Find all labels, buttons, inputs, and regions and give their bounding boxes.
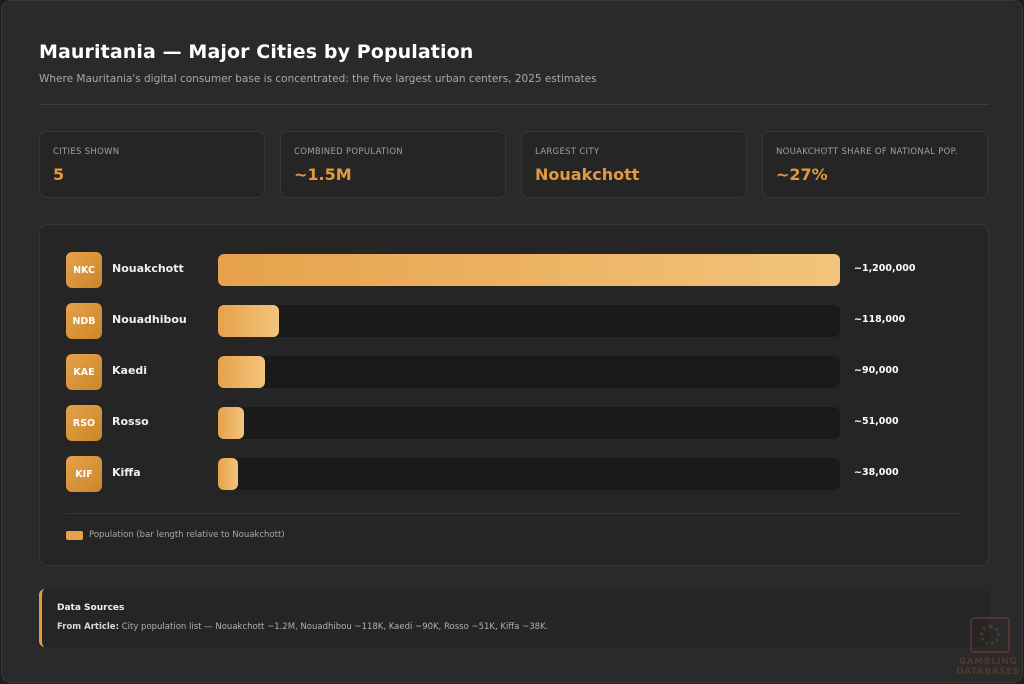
city-code-badge: KIF [66, 456, 102, 492]
sources-title: Data Sources [57, 603, 125, 613]
data-label: ~38,000 [854, 467, 899, 478]
stat-value: 5 [53, 165, 65, 184]
category-label: Nouakchott [112, 262, 184, 275]
header-divider [39, 104, 989, 105]
data-label: ~51,000 [854, 416, 899, 427]
bar [218, 407, 244, 439]
watermark-text: GAMBLING DATABASES [952, 657, 1024, 677]
watermark-line2: DATABASES [956, 667, 1020, 677]
stat-card-combined-population: Combined Population ~1.5M [280, 131, 506, 198]
stat-card-cities-shown: Cities Shown 5 [39, 131, 265, 198]
data-sources-panel: Data Sources From Article: City populati… [39, 589, 989, 647]
bar-row-kaedi: KAE Kaedi ~90,000 [40, 354, 990, 390]
category-label: Kiffa [112, 466, 141, 479]
page-title: Mauritania — Major Cities by Population [39, 41, 474, 63]
stat-value: Nouakchott [535, 165, 640, 184]
bar [218, 254, 840, 286]
poker-chip-icon [970, 617, 1010, 653]
category-label: Rosso [112, 415, 149, 428]
data-label: ~1,200,000 [854, 263, 916, 274]
legend-divider [66, 513, 962, 514]
sources-label: From Article: [57, 622, 119, 632]
bar-track [218, 305, 840, 337]
stat-label: Combined Population [294, 147, 403, 157]
bar-row-nouadhibou: NDB Nouadhibou ~118,000 [40, 303, 990, 339]
city-code-badge: NDB [66, 303, 102, 339]
stat-label: Largest City [535, 147, 600, 157]
bar-track [218, 254, 840, 286]
legend-swatch [66, 531, 83, 540]
watermark-logo: GAMBLING DATABASES [952, 617, 1022, 681]
category-label: Nouadhibou [112, 313, 187, 326]
watermark-line1: GAMBLING [958, 657, 1018, 667]
bar [218, 356, 265, 388]
stat-value: ~27% [776, 165, 828, 184]
stat-label: Nouakchott Share of National Pop. [776, 147, 958, 157]
city-code-badge: NKC [66, 252, 102, 288]
data-label: ~90,000 [854, 365, 899, 376]
stat-card-capital-share: Nouakchott Share of National Pop. ~27% [762, 131, 988, 198]
stat-card-largest-city: Largest City Nouakchott [521, 131, 747, 198]
bar-track [218, 407, 840, 439]
stat-label: Cities Shown [53, 147, 120, 157]
category-label: Kaedi [112, 364, 148, 377]
bar-row-rosso: RSO Rosso ~51,000 [40, 405, 990, 441]
stat-value: ~1.5M [294, 165, 352, 184]
data-label: ~118,000 [854, 314, 906, 325]
city-code-badge: RSO [66, 405, 102, 441]
bar-track [218, 458, 840, 490]
bar [218, 458, 238, 490]
bar-row-kiffa: KIF Kiffa ~38,000 [40, 456, 990, 492]
bar-track [218, 356, 840, 388]
sources-text: City population list — Nouakchott ~1.2M,… [121, 622, 549, 632]
legend-label: Population (bar length relative to Nouak… [89, 530, 285, 540]
bar [218, 305, 279, 337]
city-code-badge: KAE [66, 354, 102, 390]
page-subtitle: Where Mauritania's digital consumer base… [39, 73, 597, 85]
bar-row-nouakchott: NKC Nouakchott ~1,200,000 [40, 252, 990, 288]
population-bar-chart: Population (bar length relative to Nouak… [39, 224, 989, 566]
sources-line: From Article: City population list — Nou… [57, 622, 548, 632]
